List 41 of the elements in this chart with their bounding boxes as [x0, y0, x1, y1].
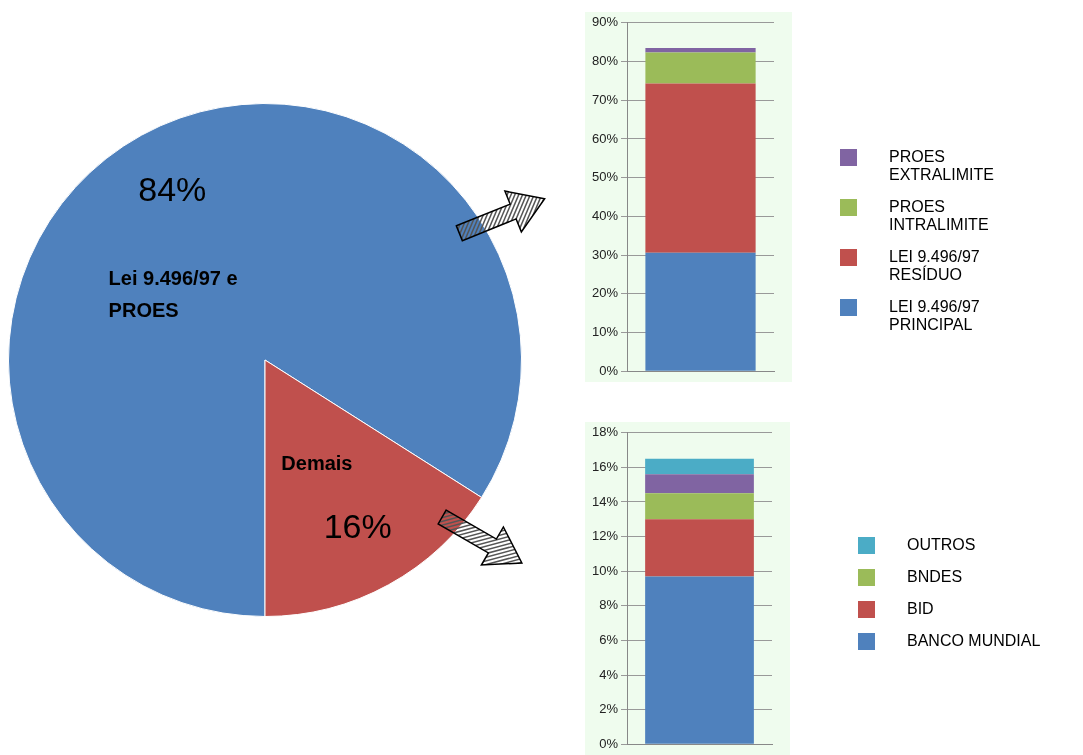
y-tick-label: 90%	[591, 14, 619, 30]
legend-label: BANCO MUNDIAL	[907, 632, 1042, 650]
legend-label: PROES INTRALIMITE	[889, 198, 990, 234]
bar	[645, 458, 754, 475]
y-tick-label: 20%	[591, 285, 619, 301]
y-tick-label: 8%	[599, 597, 619, 613]
legend-label: LEI 9.496/97 PRINCIPAL	[889, 298, 981, 334]
y-tick-label: 0%	[599, 735, 619, 751]
data-label: 84%	[138, 169, 207, 208]
legend-label: BNDES	[907, 568, 964, 586]
y-tick-label: 50%	[591, 169, 619, 185]
y-tick-label: 18%	[591, 424, 619, 440]
y-tick-label: 0%	[599, 362, 619, 378]
y-tick-label: 70%	[591, 91, 619, 107]
data-label: 16%	[323, 506, 392, 545]
legend-label: OUTROS	[907, 536, 977, 554]
y-tick-label: 2%	[599, 701, 619, 717]
y-tick-label: 60%	[591, 130, 619, 146]
bar	[645, 474, 754, 494]
slice-label: Lei 9.496/97 e PROES	[108, 267, 238, 322]
bar	[645, 52, 756, 84]
slice-label: Demais	[281, 451, 353, 474]
legend-label: LEI 9.496/97 RESÍDUO	[889, 248, 981, 284]
bar	[645, 493, 754, 520]
y-tick-label: 12%	[591, 528, 619, 544]
bar	[645, 83, 756, 253]
y-tick-label: 16%	[591, 458, 619, 474]
bar	[645, 576, 754, 744]
y-tick-label: 30%	[591, 246, 619, 262]
y-tick-label: 80%	[591, 53, 619, 69]
y-tick-label: 10%	[591, 562, 619, 578]
bar	[645, 252, 756, 371]
y-tick-label: 40%	[591, 207, 619, 223]
bar	[645, 519, 754, 577]
y-tick-label: 14%	[591, 493, 619, 509]
y-tick-label: 4%	[599, 666, 619, 682]
bar	[645, 47, 756, 53]
legend-label: BID	[907, 600, 935, 618]
y-tick-label: 6%	[599, 631, 619, 647]
y-tick-label: 10%	[591, 324, 619, 340]
legend-label: PROES EXTRALIMITE	[889, 148, 995, 184]
